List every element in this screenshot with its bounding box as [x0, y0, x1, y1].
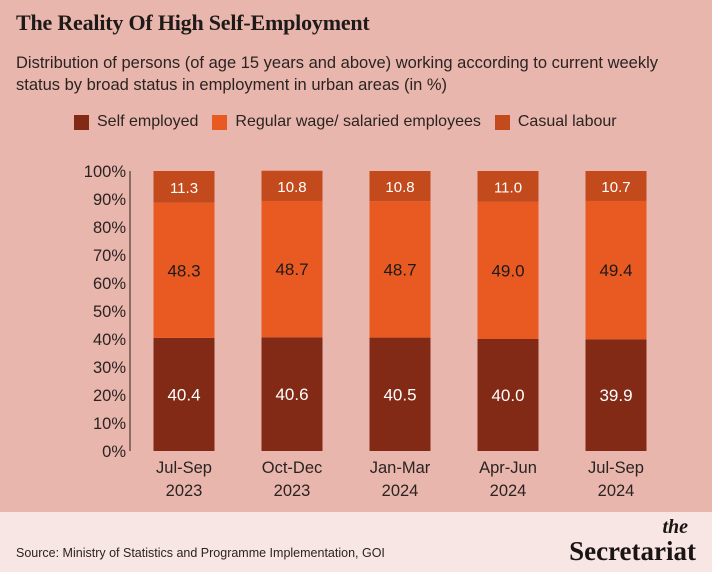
chart-subtitle: Distribution of persons (of age 15 years…	[16, 54, 659, 94]
data-label: 10.7	[601, 179, 630, 196]
y-tick-label: 30%	[93, 359, 126, 377]
legend-item-regular-wage: Regular wage/ salaried employees	[212, 113, 481, 131]
data-label: 11.3	[170, 180, 198, 197]
brand-the: the	[662, 516, 688, 538]
data-label: 48.7	[275, 260, 308, 279]
chart-title: The Reality Of High Self-Employment	[16, 10, 370, 35]
bar-segment	[585, 200, 647, 340]
legend-item-self-employed: Self employed	[74, 113, 198, 131]
legend-label-casual-labour: Casual labour	[517, 113, 617, 130]
y-tick-label: 20%	[93, 387, 126, 405]
x-tick-label: Jan-Mar	[370, 459, 431, 477]
x-tick-label: 2023	[166, 482, 203, 500]
bar-segment	[153, 171, 215, 203]
y-tick-label: 50%	[93, 303, 126, 321]
legend-item-casual-labour: Casual labour	[494, 113, 617, 131]
data-label: 40.0	[491, 386, 524, 405]
legend-label-regular-wage: Regular wage/ salaried employees	[235, 113, 481, 130]
x-tick-label: 2024	[598, 482, 635, 500]
bar-segment	[477, 171, 539, 202]
stacked-bar-chart: 0% 10% 20% 30% 40% 50% 60% 70% 80% 90% 100% 40.4 48.…	[84, 163, 647, 500]
data-label: 48.3	[167, 261, 200, 280]
data-label: 10.8	[385, 179, 414, 196]
footer: Source: Ministry of Statistics and Progr…	[0, 512, 712, 572]
x-tick-label: Apr-Jun	[479, 459, 537, 477]
data-label: 40.6	[275, 385, 308, 404]
x-tick-label: 2023	[274, 482, 311, 500]
data-label: 49.0	[491, 261, 524, 280]
x-tick-label: Jul-Sep	[588, 459, 644, 477]
y-tick-label: 80%	[93, 219, 126, 237]
bar-segment	[477, 201, 539, 339]
data-label: 40.5	[383, 385, 416, 404]
data-label: 40.4	[167, 385, 200, 404]
bar-segment	[477, 339, 539, 451]
x-tick-label: Jul-Sep	[156, 459, 212, 477]
bar-segment	[369, 201, 431, 338]
y-tick-label: 0%	[102, 443, 126, 461]
data-label: 10.8	[277, 179, 306, 196]
y-tick-label: 70%	[93, 247, 126, 265]
y-tick-label: 40%	[93, 331, 126, 349]
y-tick-label: 90%	[93, 191, 126, 209]
brand-name: Secretariat	[569, 536, 696, 566]
bar-segment	[585, 339, 647, 451]
legend-swatch-casual-labour	[494, 114, 510, 130]
y-tick-label: 100%	[84, 163, 127, 181]
x-tick-label: 2024	[382, 482, 419, 500]
bar-segment	[261, 170, 323, 201]
legend-label-self-employed: Self employed	[97, 113, 199, 130]
legend-swatch-regular-wage	[212, 114, 228, 130]
bar-segment	[261, 337, 323, 451]
data-label: 49.4	[599, 261, 632, 280]
bar-segment	[261, 200, 323, 338]
legend: Self employed Regular wage/ salaried emp…	[74, 113, 617, 131]
bar-segment	[369, 337, 431, 451]
bar-segment	[369, 171, 431, 202]
data-label: 39.9	[599, 386, 632, 405]
data-label: 48.7	[383, 260, 416, 279]
legend-swatch-self-employed	[74, 114, 89, 130]
y-tick-label: 60%	[93, 275, 126, 293]
bar-segment	[153, 337, 215, 451]
y-tick-label: 10%	[93, 415, 126, 433]
data-label: 11.0	[494, 179, 522, 196]
source-note: Source: Ministry of Statistics and Progr…	[16, 546, 385, 560]
brand-logo: the Secretariat	[569, 516, 696, 566]
bar-segment	[153, 202, 215, 338]
x-tick-label: Oct-Dec	[262, 459, 323, 477]
bar-segment	[585, 171, 647, 201]
x-tick-label: 2024	[490, 482, 527, 500]
